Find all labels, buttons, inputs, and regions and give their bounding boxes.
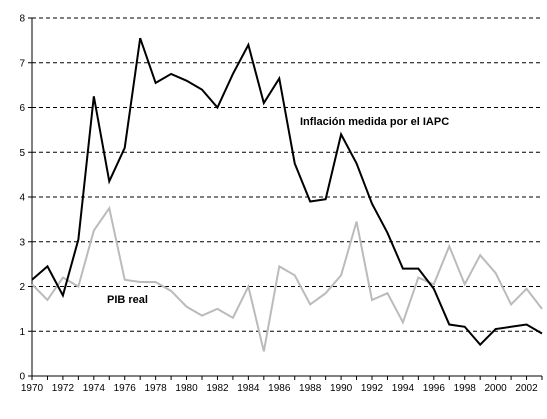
- x-tick-label: 1972: [52, 383, 75, 394]
- series-layer: [31, 37, 543, 352]
- x-tick-label: 1980: [175, 383, 198, 394]
- x-tick-label: 2000: [485, 383, 508, 394]
- y-tick-label: 4: [19, 193, 25, 204]
- x-tick-label: 2002: [515, 383, 538, 394]
- series-label-real-gdp: PIB real: [107, 294, 148, 306]
- y-tick-label: 5: [19, 148, 25, 159]
- y-tick-label: 1: [19, 327, 25, 338]
- y-tick-label: 7: [19, 58, 25, 69]
- label-layer: Inflación medida por el IAPC PIB real: [107, 116, 449, 306]
- series-line-real-gdp: [31, 205, 543, 352]
- series-line-inflation: [31, 37, 543, 347]
- x-tick-label: 1982: [206, 383, 229, 394]
- x-tick-label: 1996: [423, 383, 446, 394]
- series-label-inflation: Inflación medida por el IAPC: [300, 116, 449, 128]
- x-tick-label: 1970: [21, 383, 44, 394]
- y-tick-label: 3: [19, 237, 25, 248]
- x-tick-label: 1994: [392, 383, 415, 394]
- axis-layer: 0 1 2 3 4 5 6 7 8 1970 1972 1974 1976 1978 1980 1982 198…: [19, 14, 543, 394]
- x-tick-label: 1988: [299, 383, 322, 394]
- grid-layer: [32, 17, 542, 332]
- x-tick-label: 1992: [361, 383, 384, 394]
- x-tick-label: 1998: [454, 383, 477, 394]
- y-tick-label: 8: [19, 14, 25, 25]
- y-tick-label: 0: [19, 372, 25, 383]
- x-tick-label: 1978: [145, 383, 168, 394]
- x-tick-label: 1976: [114, 383, 137, 394]
- x-tick-label: 1986: [268, 383, 291, 394]
- x-tick-label: 1984: [237, 383, 260, 394]
- y-tick-label: 6: [19, 103, 25, 114]
- y-tick-label: 2: [19, 282, 25, 293]
- x-tick-label: 1974: [83, 383, 106, 394]
- x-tick-label: 1990: [330, 383, 353, 394]
